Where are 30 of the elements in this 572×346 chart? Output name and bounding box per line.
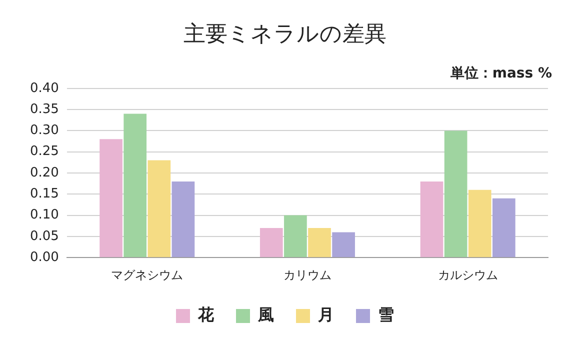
bar <box>260 228 283 258</box>
y-tick-label: 0.15 <box>30 186 59 202</box>
bar <box>492 198 516 258</box>
y-tick-label: 0.00 <box>30 250 59 265</box>
legend-label: 雪 <box>378 305 394 324</box>
y-tick-label: 0.40 <box>30 80 59 96</box>
y-tick-label: 0.25 <box>30 144 59 160</box>
bar <box>124 114 147 258</box>
y-tick-label: 0.05 <box>30 228 59 244</box>
bar <box>308 228 331 258</box>
bar <box>100 139 122 258</box>
bar <box>332 232 355 258</box>
y-tick-label: 0.30 <box>30 123 59 138</box>
y-tick-label: 0.20 <box>30 165 59 180</box>
bar <box>148 160 171 258</box>
bar <box>172 181 195 258</box>
bar <box>420 181 444 258</box>
legend-label: 花 <box>197 305 215 324</box>
legend-label: 月 <box>317 305 334 324</box>
legend-label: 風 <box>257 305 274 324</box>
bar <box>468 190 492 258</box>
x-tick-label: マグネシウム <box>111 268 184 282</box>
bar <box>284 215 307 258</box>
text: 単位：mass % <box>449 66 552 82</box>
chart-title: 主要ミネラルの差異 <box>184 22 386 47</box>
y-tick-label: 0.35 <box>30 102 59 117</box>
y-tick-label: 0.10 <box>30 208 59 223</box>
bar <box>444 130 468 258</box>
x-tick-label: カルシウム <box>438 268 498 282</box>
x-tick-label: カリウム <box>283 268 332 282</box>
